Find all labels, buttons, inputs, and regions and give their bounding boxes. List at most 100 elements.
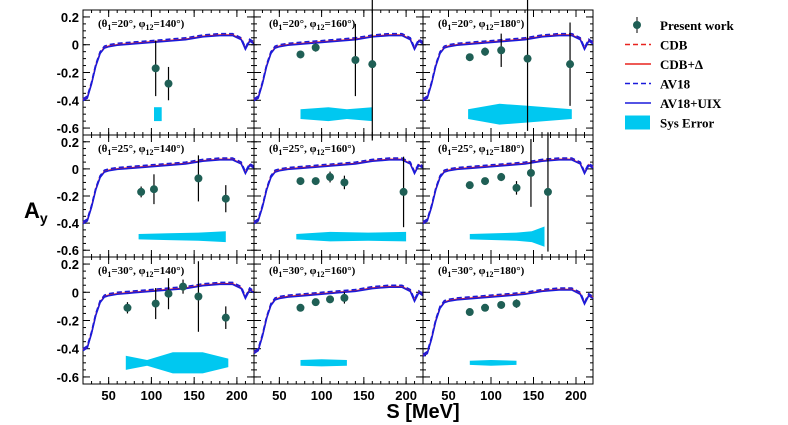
data-point bbox=[296, 177, 305, 186]
curve-cdb bbox=[422, 157, 594, 223]
legend-label: Sys Error bbox=[660, 116, 715, 131]
panel-grid: 0.2 0 -0.2 -0.4 -0.6 (θ1=20°, φ12=140°) (θ1=20… bbox=[57, 0, 594, 403]
x-tick-label: 50 bbox=[441, 388, 455, 403]
y-tick-label: -0.6 bbox=[57, 370, 79, 385]
y-tick-label: 0 bbox=[72, 285, 79, 300]
curve-cdb-delta bbox=[253, 285, 424, 354]
data-point bbox=[326, 173, 335, 182]
data-point bbox=[296, 50, 305, 59]
y-tick-label: -0.4 bbox=[57, 342, 80, 357]
data-point bbox=[194, 292, 203, 301]
legend-marker bbox=[633, 21, 641, 29]
x-tick-label: 150 bbox=[523, 388, 545, 403]
data-point bbox=[340, 293, 349, 302]
x-tick-label: 150 bbox=[353, 388, 375, 403]
data-point bbox=[497, 173, 506, 182]
panel: (θ1=20°, φ12=160°) bbox=[253, 0, 424, 141]
sys-error-band bbox=[138, 231, 226, 243]
curve-av18 bbox=[253, 32, 424, 100]
curve-cdb bbox=[253, 157, 424, 223]
sys-error-band bbox=[468, 103, 572, 125]
data-point bbox=[149, 185, 158, 194]
legend-entry: CDB+Δ bbox=[625, 57, 703, 72]
y-tick-label: -0.6 bbox=[57, 121, 79, 136]
data-point bbox=[151, 299, 160, 308]
data-point bbox=[296, 303, 305, 312]
y-tick-label: 0.2 bbox=[61, 10, 79, 25]
legend-band bbox=[625, 115, 650, 130]
legend: Present work CDB CDB+Δ AV18 AV18+UIX Sys Erro… bbox=[625, 17, 735, 131]
curve-cdb bbox=[253, 33, 424, 101]
legend-label: AV18 bbox=[660, 77, 691, 92]
data-point bbox=[523, 54, 532, 63]
axis-labels: Ay S [MeV] bbox=[24, 198, 460, 423]
curve-av18 bbox=[422, 32, 594, 100]
sys-error-band bbox=[125, 352, 229, 374]
data-point bbox=[151, 64, 160, 73]
data-point bbox=[481, 303, 490, 312]
panel-title: (θ1=20°, φ12=160°) bbox=[269, 18, 356, 32]
panel: 0.2 0 -0.2 -0.4 -0.6 (θ1=25°, φ12=140°) bbox=[57, 134, 255, 258]
curve-av18 bbox=[253, 157, 424, 223]
data-point bbox=[368, 60, 377, 69]
data-point bbox=[311, 43, 320, 52]
data-point bbox=[194, 174, 203, 183]
data-point bbox=[512, 183, 521, 192]
data-point bbox=[311, 298, 320, 307]
curve-av18-uix bbox=[253, 286, 424, 355]
curve-cdb-delta bbox=[253, 34, 424, 101]
data-point bbox=[543, 187, 552, 196]
x-tick-label: 100 bbox=[311, 388, 333, 403]
data-point bbox=[465, 308, 474, 317]
data-point bbox=[351, 56, 360, 64]
legend-entry: AV18+UIX bbox=[625, 96, 722, 111]
data-point bbox=[311, 177, 320, 186]
curve-cdb bbox=[253, 285, 424, 353]
panel-title: (θ1=25°, φ12=140°) bbox=[98, 143, 185, 157]
sys-error-band bbox=[300, 107, 373, 122]
data-point bbox=[566, 60, 575, 69]
data-point bbox=[326, 295, 335, 304]
curve-av18 bbox=[422, 287, 594, 356]
x-tick-label: 150 bbox=[183, 388, 205, 403]
data-point bbox=[526, 168, 535, 177]
x-tick-label: 50 bbox=[272, 388, 286, 403]
y-tick-label: -0.4 bbox=[57, 93, 80, 108]
data-point bbox=[465, 53, 474, 62]
legend-label: CDB+Δ bbox=[660, 57, 703, 72]
panel: (θ1=25°, φ12=160°) bbox=[253, 134, 424, 258]
x-tick-label: 100 bbox=[141, 388, 163, 403]
legend-label: Present work bbox=[660, 18, 735, 33]
panel-title: (θ1=30°, φ12=160°) bbox=[269, 265, 356, 279]
legend-label: AV18+UIX bbox=[660, 96, 722, 111]
data-point bbox=[465, 181, 474, 190]
x-tick-label: 200 bbox=[395, 388, 417, 403]
panel-title: (θ1=30°, φ12=140°) bbox=[98, 265, 185, 279]
legend-entry: CDB bbox=[625, 38, 688, 53]
y-tick-label: 0 bbox=[72, 38, 79, 53]
x-tick-label: 50 bbox=[101, 388, 115, 403]
sys-error-band bbox=[296, 231, 407, 242]
data-point bbox=[164, 289, 173, 298]
sys-error-band bbox=[469, 226, 545, 247]
data-point bbox=[399, 187, 408, 196]
y-tick-label: -0.2 bbox=[57, 314, 79, 329]
x-tick-label: 100 bbox=[480, 388, 502, 403]
panel: (θ1=20°, φ12=180°) bbox=[422, 0, 594, 136]
data-point bbox=[221, 313, 230, 322]
data-point bbox=[340, 178, 349, 187]
curve-cdb bbox=[82, 157, 255, 223]
data-point bbox=[221, 194, 230, 203]
y-tick-label: -0.2 bbox=[57, 66, 79, 81]
curve-cdb-delta bbox=[422, 288, 594, 357]
curve-cdb-delta bbox=[253, 158, 424, 224]
sys-error-band bbox=[154, 107, 162, 122]
panel-title: (θ1=20°, φ12=180°) bbox=[438, 18, 525, 32]
curve-cdb-delta bbox=[82, 158, 255, 224]
curve-av18 bbox=[253, 284, 424, 353]
panel-title: (θ1=25°, φ12=160°) bbox=[269, 143, 356, 157]
panel-title: (θ1=20°, φ12=140°) bbox=[98, 18, 185, 32]
y-tick-label: 0 bbox=[72, 162, 79, 177]
y-tick-label: -0.2 bbox=[57, 189, 79, 204]
